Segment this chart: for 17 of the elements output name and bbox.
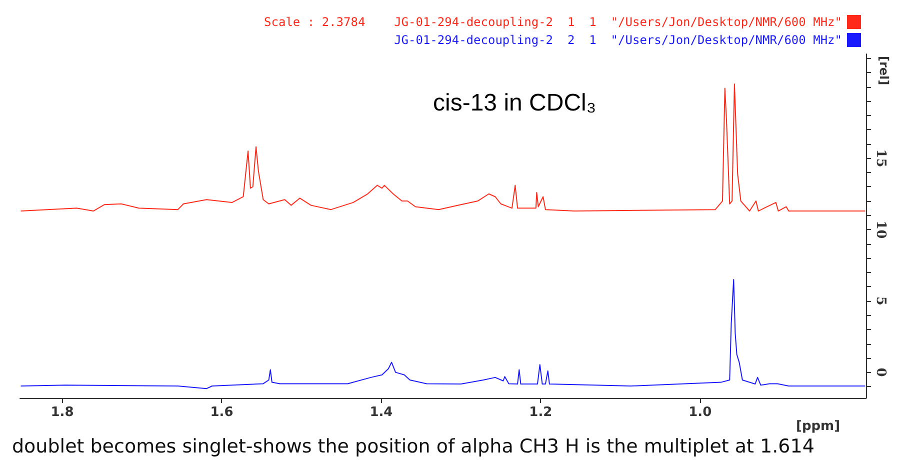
x-tick-label: 1.4	[370, 405, 393, 420]
y-tick-label: 5	[873, 296, 888, 306]
legend-label: Scale : 2.3784 JG-01-294-decoupling-2 1 1 "/Users/Jon/Desktop/NMR/600 MHz"	[264, 15, 842, 29]
text: doublet becomes singlet-shows the position of alpha CH3 H is the multiplet at 1.614	[12, 436, 814, 458]
x-tick-label: 1.8	[50, 405, 74, 420]
y-tick-label: 15	[873, 149, 888, 168]
x-tick-label: 1.6	[210, 405, 234, 420]
y-tick-label: 0	[873, 368, 888, 377]
legend-label: JG-01-294-decoupling-2 2 1 "/Users/Jon/Desktop/NMR/600 MHz"	[394, 33, 842, 47]
line-series	[20, 279, 866, 390]
y-axis-title: [rel]	[877, 56, 891, 86]
text: cis-13 in CDCl₃	[433, 90, 596, 116]
y-tick-label: 10	[873, 220, 888, 239]
x-tick-label: 1.0	[688, 405, 712, 420]
x-axis-title: [ppm]	[796, 419, 840, 434]
line-series	[20, 83, 866, 212]
x-tick-label: 1.2	[529, 405, 552, 420]
